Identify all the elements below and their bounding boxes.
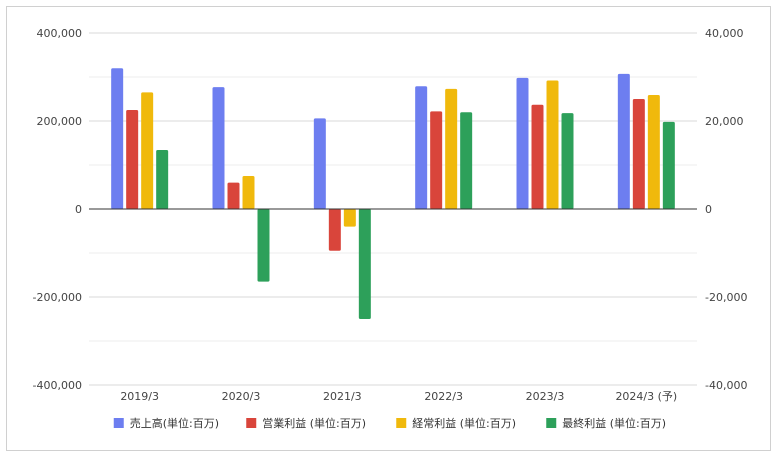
left-tick-label: 200,000 [37, 115, 83, 128]
category-label: 2021/3 [323, 390, 362, 403]
bar-operating-profit [126, 110, 139, 209]
legend-label: 経常利益 (単位:百万) [412, 416, 516, 430]
gridlines [89, 32, 697, 386]
bar-operating-profit [227, 182, 240, 209]
bar-sales [212, 87, 225, 209]
bar-ordinary-profit [445, 88, 458, 209]
bar-sales [617, 73, 630, 209]
category-label: 2023/3 [526, 390, 565, 403]
bar-net-profit [561, 113, 574, 209]
legend-swatch [113, 418, 124, 428]
bar-ordinary-profit [546, 80, 559, 210]
legend-swatch [546, 418, 557, 428]
category-label: 2019/3 [120, 390, 159, 403]
legend-label: 営業利益 (単位:百万) [262, 416, 366, 430]
bar-ordinary-profit [141, 92, 154, 209]
legend-label: 売上高(単位:百万) [130, 416, 219, 430]
left-tick-label: -400,000 [33, 379, 82, 392]
bar-net-profit [358, 209, 371, 319]
right-tick-label: 40,000 [705, 27, 744, 40]
bar-sales [111, 68, 124, 209]
left-tick-label: -200,000 [33, 291, 82, 304]
bar-net-profit [662, 121, 675, 209]
axes: 400,000 200,000 0 -200,000 -400,000 40,000 20,… [33, 27, 748, 403]
bar-operating-profit [328, 209, 341, 251]
right-tick-label: 0 [705, 203, 712, 216]
category-label: 2022/3 [424, 390, 463, 403]
bar-operating-profit [632, 99, 645, 209]
bar-net-profit [460, 112, 473, 209]
bar-sales [415, 86, 428, 209]
right-tick-label: -20,000 [705, 291, 747, 304]
bar-sales [516, 77, 529, 209]
legend-swatch [396, 418, 407, 428]
bar-operating-profit [430, 111, 443, 209]
bar-ordinary-profit [242, 176, 255, 209]
bars [111, 68, 675, 319]
legend-label: 最終利益 (単位:百万) [562, 416, 666, 430]
bar-net-profit [257, 209, 270, 282]
bar-ordinary-profit [647, 95, 660, 209]
right-tick-label: -40,000 [705, 379, 747, 392]
legend-swatch [246, 418, 257, 428]
bar-ordinary-profit [343, 209, 356, 227]
category-label: 2020/3 [222, 390, 261, 403]
chart-frame [6, 6, 771, 451]
bar-sales [313, 118, 326, 209]
right-tick-label: 20,000 [705, 115, 744, 128]
bar-operating-profit [531, 104, 544, 209]
left-tick-label: 400,000 [37, 27, 83, 40]
bar-net-profit [156, 150, 169, 209]
category-label: 2024/3 (予) [615, 390, 677, 403]
legend: 売上高(単位:百万) 営業利益 (単位:百万) 経常利益 (単位:百万) 最終利益 (… [113, 416, 666, 430]
left-tick-label: 0 [75, 203, 82, 216]
